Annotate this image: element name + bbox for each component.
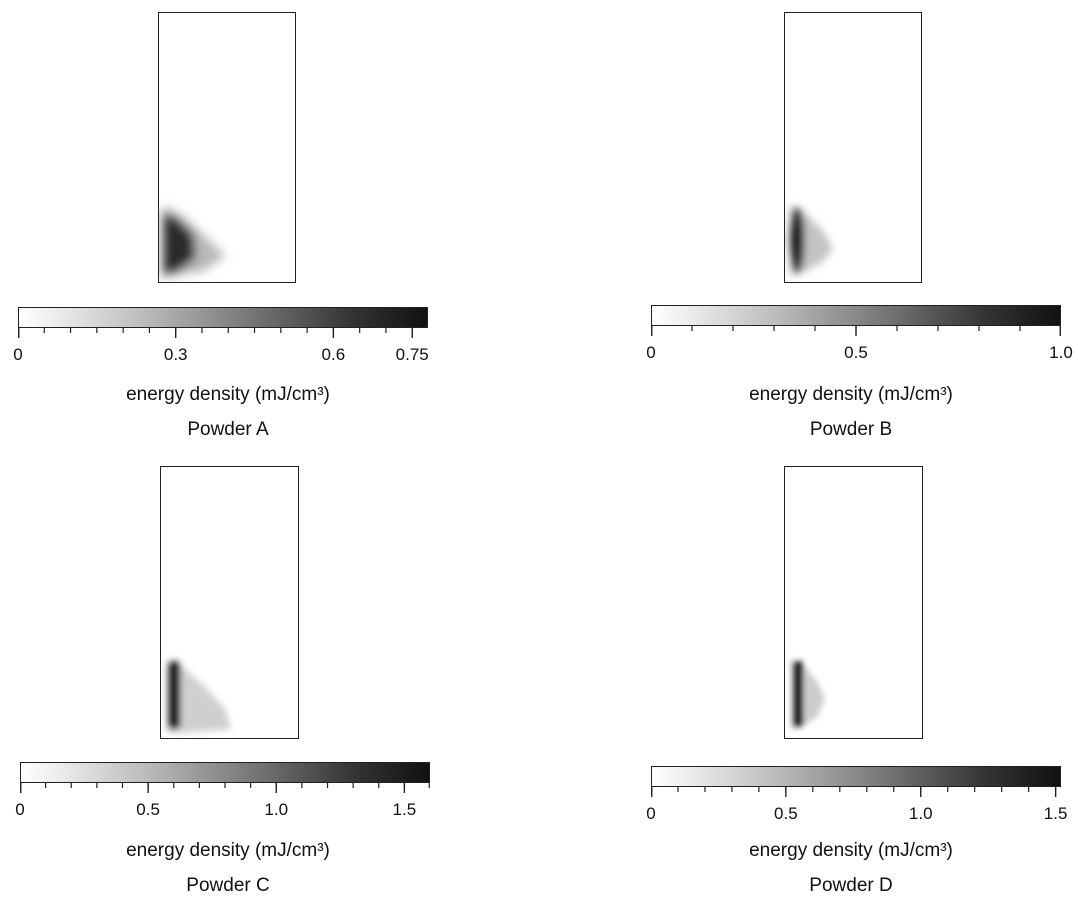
- hotspot-outer: [167, 659, 231, 733]
- panel-title: Powder D: [809, 875, 893, 896]
- colorbar-tick-label: 1.0: [1049, 343, 1073, 362]
- colorbar-label: energy density (mJ/cm³): [749, 840, 953, 861]
- colorbar-tick-label: 0: [15, 800, 25, 819]
- colorbar-label: energy density (mJ/cm³): [126, 840, 330, 861]
- heatmap-plot: [784, 12, 922, 283]
- colorbar-tick-label: 0.5: [844, 343, 868, 362]
- colorbar-tick-label: 1.5: [1043, 804, 1068, 823]
- colorbar: [18, 307, 428, 328]
- hotspot-inner: [790, 207, 804, 273]
- colorbar: [20, 762, 430, 783]
- colorbar: [651, 766, 1061, 787]
- colorbar-ticks: [651, 326, 1061, 336]
- colorbar-tick-label: 0.5: [774, 804, 798, 823]
- heatmap-area: [790, 205, 833, 275]
- colorbar-tick-label: 0.75: [395, 345, 429, 364]
- heatmap-area: [791, 659, 825, 729]
- hotspot-inner: [168, 661, 180, 729]
- colorbar-ticks: [651, 787, 1057, 797]
- colorbar-tick-label: 0.3: [163, 345, 188, 364]
- colorbar-tick-label: 1.5: [392, 800, 417, 819]
- colorbar-tick-label: 0: [646, 343, 656, 362]
- hotspot-inner: [163, 213, 195, 275]
- hotspot-inner: [793, 661, 803, 727]
- heatmap-plot: [158, 12, 296, 283]
- heatmap-plot: [784, 466, 923, 739]
- colorbar-tick-label: 0: [13, 345, 23, 364]
- panel-title: Powder A: [187, 419, 269, 440]
- colorbar-tick-label: 0.6: [321, 345, 346, 364]
- colorbar: [651, 305, 1061, 326]
- heatmap-area: [167, 659, 231, 733]
- colorbar-tick-label: 0.5: [136, 800, 160, 819]
- colorbar-ticks: [18, 328, 413, 338]
- colorbar-tick-label: 1.0: [264, 800, 289, 819]
- colorbar-label: energy density (mJ/cm³): [126, 384, 330, 405]
- panel-title: Powder B: [809, 419, 893, 440]
- colorbar-tick-label: 0: [646, 804, 656, 823]
- colorbar-ticks: [20, 783, 430, 793]
- heatmap-plot: [160, 466, 299, 739]
- colorbar-tick-label: 1.0: [908, 804, 933, 823]
- colorbar-label: energy density (mJ/cm³): [749, 384, 953, 405]
- panel-title: Powder C: [186, 875, 270, 896]
- heatmap-area: [162, 206, 225, 278]
